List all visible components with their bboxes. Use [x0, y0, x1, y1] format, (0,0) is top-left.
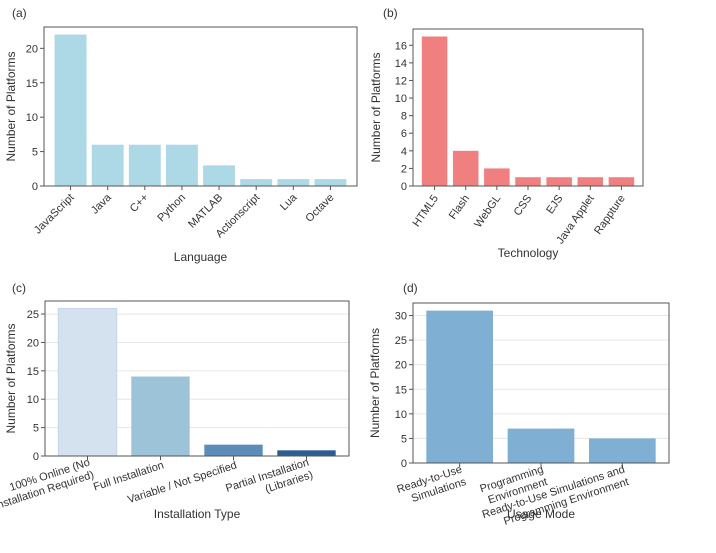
x-tick-label-line: HTML5 [411, 193, 442, 229]
x-tick-label-line: Octave [303, 192, 336, 225]
bar [204, 444, 263, 456]
y-tick-label: 0 [33, 451, 39, 463]
x-tick-label: WebGL [472, 193, 503, 230]
y-tick-label: 4 [401, 146, 407, 158]
x-tick-label-line: Lua [278, 191, 300, 213]
y-tick-label: 20 [26, 43, 38, 55]
y-tick-label: 10 [395, 93, 407, 105]
y-tick-label: 2 [401, 163, 407, 175]
y-tick-label: 25 [395, 335, 407, 347]
x-tick-label: Java [89, 191, 115, 217]
y-tick-label: 10 [27, 394, 39, 406]
bar [507, 428, 575, 463]
y-tick-label: 15 [395, 384, 407, 396]
plot-frame [44, 300, 350, 457]
x-tick-label: Flash [447, 193, 472, 222]
x-tick-label: Octave [303, 192, 336, 225]
x-axis-label: Technology [498, 246, 559, 260]
bar [91, 144, 124, 186]
y-tick-label: 0 [32, 181, 38, 193]
bar [277, 179, 310, 186]
y-tick-label: 20 [395, 360, 407, 372]
bar [240, 179, 273, 186]
y-axis-label: Number of Platforms [4, 51, 18, 161]
bar [203, 165, 236, 186]
x-tick-label: C++ [128, 192, 151, 215]
x-tick-label: Partial Installation(Libraries) [224, 457, 314, 508]
x-tick-label: CSS [512, 193, 535, 218]
bar [314, 179, 347, 186]
y-tick-label: 10 [26, 112, 38, 124]
y-tick-label: 20 [27, 337, 39, 349]
bar [588, 438, 656, 463]
bar [452, 150, 479, 186]
x-tick-label: Rappture [592, 193, 628, 237]
x-tick-label-line: C++ [128, 192, 151, 215]
x-tick-label-line: Rappture [592, 193, 628, 237]
y-tick-label: 5 [32, 147, 38, 159]
plot-frame [412, 28, 644, 187]
y-tick-label: 14 [395, 58, 407, 70]
bar [165, 144, 198, 186]
y-tick-label: 5 [33, 423, 39, 435]
x-axis-label: Language [174, 250, 228, 264]
x-tick-label-line: Flash [447, 193, 472, 222]
x-tick-label: Ready-to-UseSimulations [395, 463, 468, 508]
y-tick-label: 5 [401, 433, 407, 445]
y-tick-label: 16 [395, 40, 407, 52]
x-tick-label: Python [155, 192, 188, 225]
y-axis-label: Number of Platforms [4, 323, 18, 433]
y-tick-label: 15 [27, 366, 39, 378]
x-tick-label-line: Python [155, 192, 188, 225]
panel-label: (d) [403, 281, 418, 295]
x-tick-label: 100% Online (NoInstallation Required) [0, 457, 96, 513]
y-tick-label: 8 [401, 111, 407, 123]
bar [54, 34, 87, 187]
y-tick-label: 6 [401, 128, 407, 140]
x-axis-label: Installation Type [154, 507, 241, 521]
y-tick-label: 15 [26, 78, 38, 90]
bar [131, 376, 190, 456]
x-tick-label-line: Java [89, 191, 115, 217]
y-axis-label: Number of Platforms [368, 328, 382, 438]
panel-label: (a) [12, 6, 27, 20]
panel-label: (c) [12, 281, 26, 295]
y-tick-label: 10 [395, 409, 407, 421]
y-tick-label: 12 [395, 75, 407, 87]
x-tick-label-line: JavaScript [32, 192, 77, 237]
x-tick-label: JavaScript [32, 192, 77, 237]
x-axis-label: Usage Mode [507, 507, 575, 521]
bar [421, 36, 448, 186]
y-tick-label: 30 [395, 311, 407, 323]
x-tick-label: HTML5 [411, 193, 442, 229]
x-tick-label-line: EJS [544, 193, 565, 216]
bar [426, 310, 494, 463]
bar [484, 168, 510, 186]
chart-panel-2: (c) 0 5 10 15 20 25 100% Online (NoInstallation… [0, 281, 350, 521]
bar [128, 144, 161, 186]
panel-label: (b) [383, 6, 398, 20]
bar [277, 450, 336, 456]
y-axis-label: Number of Platforms [369, 52, 383, 162]
x-tick-label: Lua [278, 191, 300, 213]
bar [546, 177, 572, 186]
bar [515, 177, 541, 186]
bar [577, 177, 604, 186]
y-tick-label: 0 [401, 181, 407, 193]
y-tick-label: 0 [401, 458, 407, 470]
plot-frame [43, 26, 358, 187]
y-tick-label: 25 [27, 309, 39, 321]
bar [608, 177, 635, 186]
x-tick-label-line: WebGL [472, 193, 503, 230]
x-tick-label-line: CSS [512, 193, 535, 218]
bar [57, 307, 118, 457]
x-tick-label: EJS [544, 193, 565, 216]
